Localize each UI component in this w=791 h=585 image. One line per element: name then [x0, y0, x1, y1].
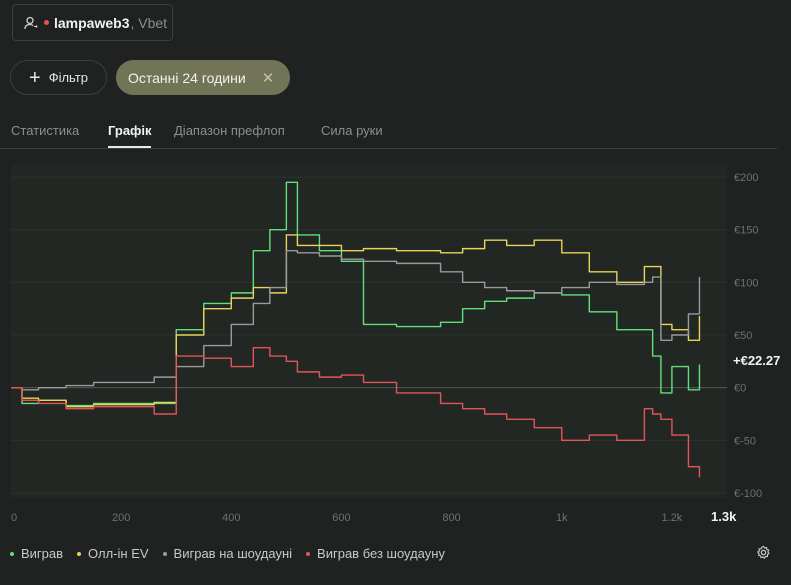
user-switch-icon — [24, 16, 38, 29]
filter-button[interactable]: + Фільтр — [10, 60, 107, 95]
legend-label: Виграв без шоудауну — [317, 546, 445, 561]
y-tick-label: €0 — [734, 383, 746, 395]
x-max-label: 1.3k — [711, 509, 737, 524]
tab-hand-strength[interactable]: Сила руки — [321, 123, 383, 138]
x-tick-label: 600 — [332, 512, 350, 524]
chart-legend: Виграв Олл-ін EV Виграв на шоудауні Вигр… — [10, 546, 459, 561]
y-tick-label: €100 — [734, 277, 758, 289]
time-filter-label: Останні 24 години — [128, 69, 246, 86]
tab-statistics[interactable]: Статистика — [11, 123, 80, 138]
series-line-1 — [11, 234, 701, 408]
legend-label: Виграв на шоудауні — [173, 546, 293, 561]
y-tick-label: €150 — [734, 225, 758, 237]
x-tick-label: 1.2k — [662, 512, 683, 524]
tab-chart[interactable]: Графік — [108, 123, 152, 138]
legend-item-showdown[interactable]: Виграв на шоудауні — [162, 546, 293, 561]
legend-item-non-showdown[interactable]: Виграв без шоудауну — [306, 546, 445, 561]
filter-label: Фільтр — [48, 70, 88, 85]
plus-icon: + — [29, 66, 41, 89]
series-line-0 — [11, 181, 701, 407]
username: lampaweb3 — [54, 14, 130, 31]
legend-label: Виграв — [21, 546, 64, 561]
tab-bar: Статистика Графік Діапазон префлоп Сила … — [0, 118, 777, 149]
user-selector[interactable]: lampaweb3 , Vbet — [12, 4, 173, 41]
y-tick-label: €50 — [734, 330, 752, 342]
y-tick-label: €-50 — [734, 435, 756, 447]
legend-dot — [10, 551, 14, 556]
legend-item-won[interactable]: Виграв — [10, 546, 63, 561]
legend-item-allin-ev[interactable]: Олл-ін EV — [77, 546, 149, 561]
x-tick-label: 1k — [556, 512, 568, 524]
plot-area — [11, 164, 727, 498]
x-tick-label: 0 — [11, 512, 17, 524]
y-tick-label: €200 — [734, 172, 758, 184]
series-line-3 — [11, 346, 701, 478]
profit-chart[interactable]: €200 €150 €100 €50 €0 €-50 €-100 0 200 400 600 800… — [0, 150, 791, 530]
site-name: , Vbet — [130, 14, 168, 31]
x-tick-label: 400 — [222, 512, 240, 524]
gear-icon[interactable] — [756, 545, 771, 560]
legend-label: Олл-ін EV — [88, 546, 149, 561]
y-tick-label: €-100 — [734, 488, 762, 500]
time-filter-chip[interactable]: Останні 24 години ✕ — [116, 60, 290, 95]
status-dot — [44, 20, 49, 25]
legend-dot — [77, 551, 82, 556]
tab-preflop-range[interactable]: Діапазон префлоп — [174, 123, 285, 138]
current-value-label: +€22.27 — [733, 353, 780, 368]
close-icon[interactable]: ✕ — [261, 69, 275, 87]
legend-dot — [162, 551, 167, 556]
legend-dot — [306, 551, 311, 556]
series-line-2 — [11, 250, 701, 391]
x-tick-label: 200 — [112, 512, 130, 524]
x-tick-label: 800 — [442, 512, 460, 524]
active-tab-indicator — [108, 146, 151, 148]
